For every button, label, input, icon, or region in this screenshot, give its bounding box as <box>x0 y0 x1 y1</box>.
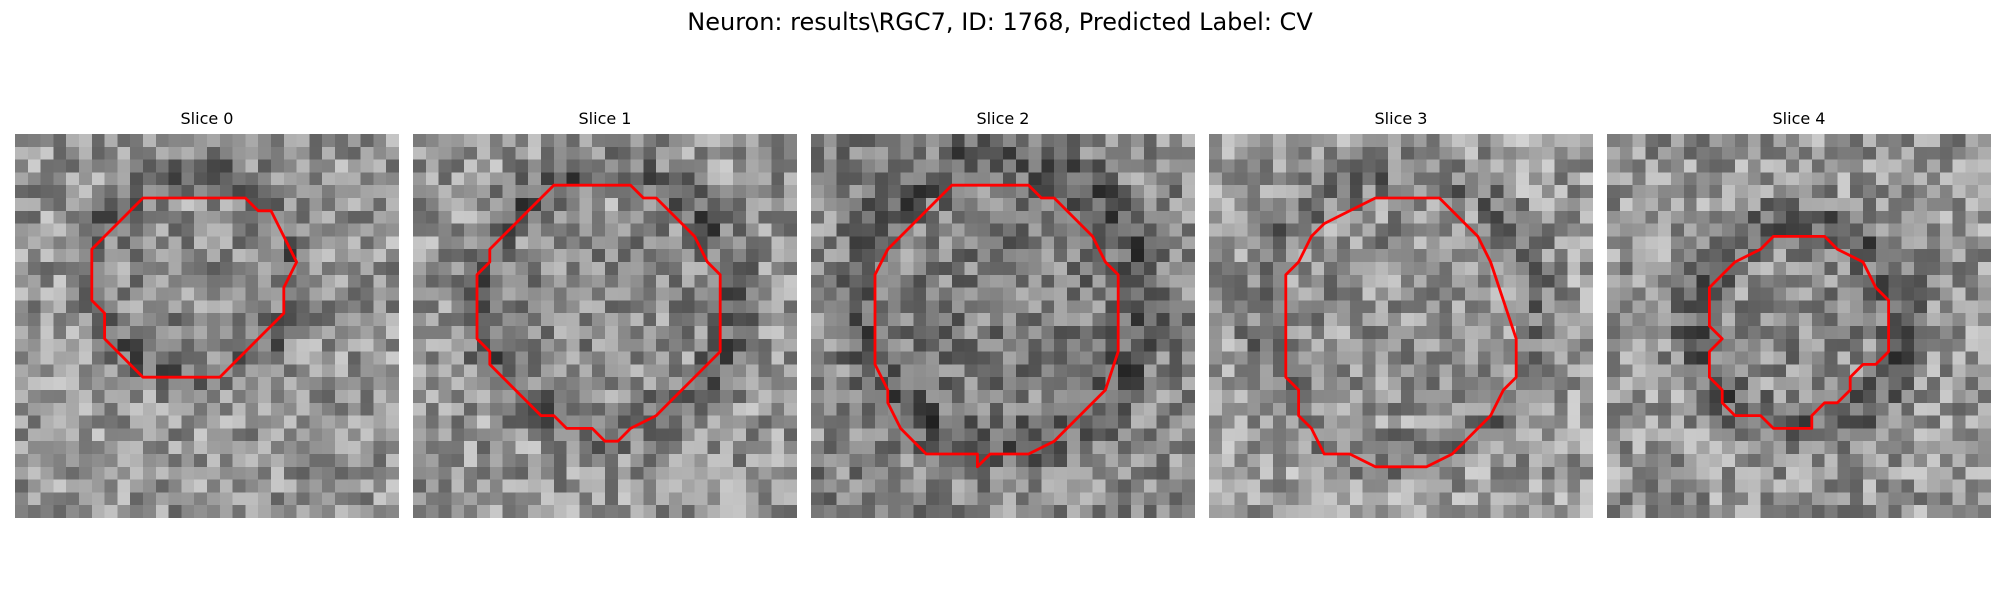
slice-title-3: Slice 3 <box>1374 109 1428 128</box>
pixel-grid <box>15 134 399 518</box>
cell-contour <box>1284 196 1518 469</box>
slice-title-0: Slice 0 <box>180 109 234 128</box>
slice-panel-0: Slice 0 <box>15 109 399 520</box>
slice-title-1: Slice 1 <box>578 109 632 128</box>
slice-title-4: Slice 4 <box>1772 109 1826 128</box>
slice-image-2 <box>811 134 1195 518</box>
cell-contour <box>475 183 722 443</box>
slice-image-4 <box>1607 134 1991 518</box>
slice-panel-4: Slice 4 <box>1607 109 1991 520</box>
figure-title: Neuron: results\RGC7, ID: 1768, Predicte… <box>687 8 1313 36</box>
pixel-grid <box>1607 134 1991 518</box>
pixel-grid <box>413 134 797 518</box>
slice-panel-3: Slice 3 <box>1209 109 1593 520</box>
cell-contour <box>90 196 299 379</box>
pixel-grid <box>811 134 1195 518</box>
cell-contour <box>1707 234 1891 430</box>
pixel-grid <box>1209 134 1593 518</box>
slice-image-3 <box>1209 134 1593 518</box>
slice-panel-2: Slice 2 <box>811 109 1195 520</box>
slice-image-0 <box>15 134 399 518</box>
cell-contour <box>873 183 1120 469</box>
slice-image-1 <box>413 134 797 518</box>
slice-title-2: Slice 2 <box>976 109 1030 128</box>
slice-panel-1: Slice 1 <box>413 109 797 520</box>
